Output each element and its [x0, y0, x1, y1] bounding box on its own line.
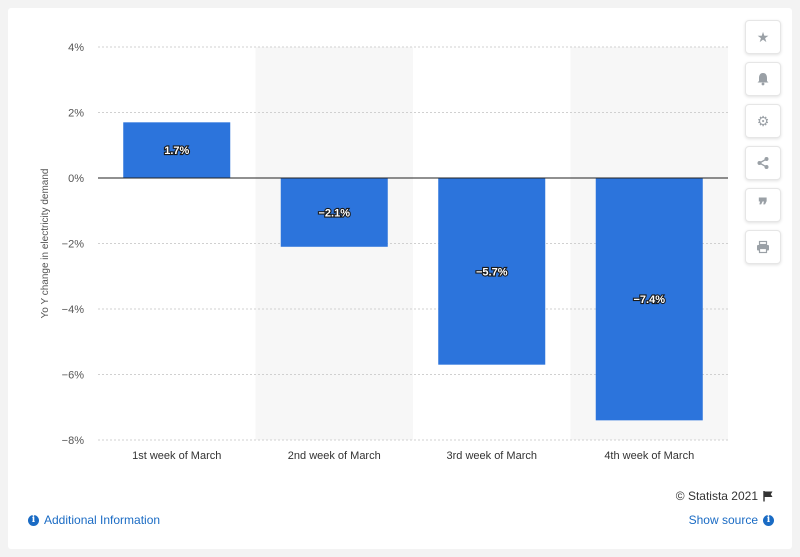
bar	[595, 178, 703, 421]
bar-value-label: −5.7%	[476, 266, 508, 278]
settings-button[interactable]: ⚙	[745, 104, 781, 138]
star-button[interactable]: ★	[745, 20, 781, 54]
show-source-link[interactable]: Show source i	[689, 513, 774, 527]
print-icon	[757, 240, 769, 254]
bar-value-label: 1.7%	[164, 145, 189, 157]
y-tick-label: −4%	[62, 304, 85, 316]
y-tick-label: 4%	[68, 42, 84, 54]
flag-icon	[763, 491, 773, 502]
y-axis-title: Yo Y change in electricity demand	[40, 169, 51, 319]
y-tick-label: −2%	[62, 239, 85, 251]
gear-icon: ⚙	[756, 112, 770, 129]
info-icon: i	[763, 514, 774, 526]
star-icon: ★	[756, 28, 770, 45]
y-tick-label: −8%	[62, 435, 85, 447]
y-tick-label: 2%	[68, 108, 84, 120]
print-button[interactable]	[745, 230, 781, 264]
bar-value-label: −2.1%	[319, 207, 351, 219]
share-button[interactable]	[745, 146, 781, 180]
bar	[123, 122, 231, 178]
bell-icon	[757, 73, 769, 86]
statista-credit[interactable]: © Statista 2021	[676, 489, 774, 503]
notification-button[interactable]	[745, 62, 781, 96]
x-tick-label: 3rd week of March	[447, 450, 537, 462]
y-tick-label: 0%	[68, 173, 84, 185]
additional-information-link[interactable]: i Additional Information	[28, 513, 160, 527]
x-tick-label: 2nd week of March	[288, 450, 381, 462]
bar	[280, 178, 388, 247]
bar-value-label: −7.4%	[634, 294, 666, 306]
additional-information-label: Additional Information	[44, 513, 161, 527]
x-tick-label: 4th week of March	[604, 450, 694, 462]
quote-icon: ❞	[758, 194, 768, 216]
info-icon: i	[28, 514, 39, 526]
show-source-label: Show source	[688, 513, 758, 527]
y-tick-label: −6%	[62, 370, 85, 382]
share-icon	[757, 157, 769, 169]
cite-button[interactable]: ❞	[745, 188, 781, 222]
bar	[438, 178, 546, 365]
x-tick-label: 1st week of March	[132, 450, 221, 462]
credit-text: © Statista 2021	[675, 489, 758, 503]
